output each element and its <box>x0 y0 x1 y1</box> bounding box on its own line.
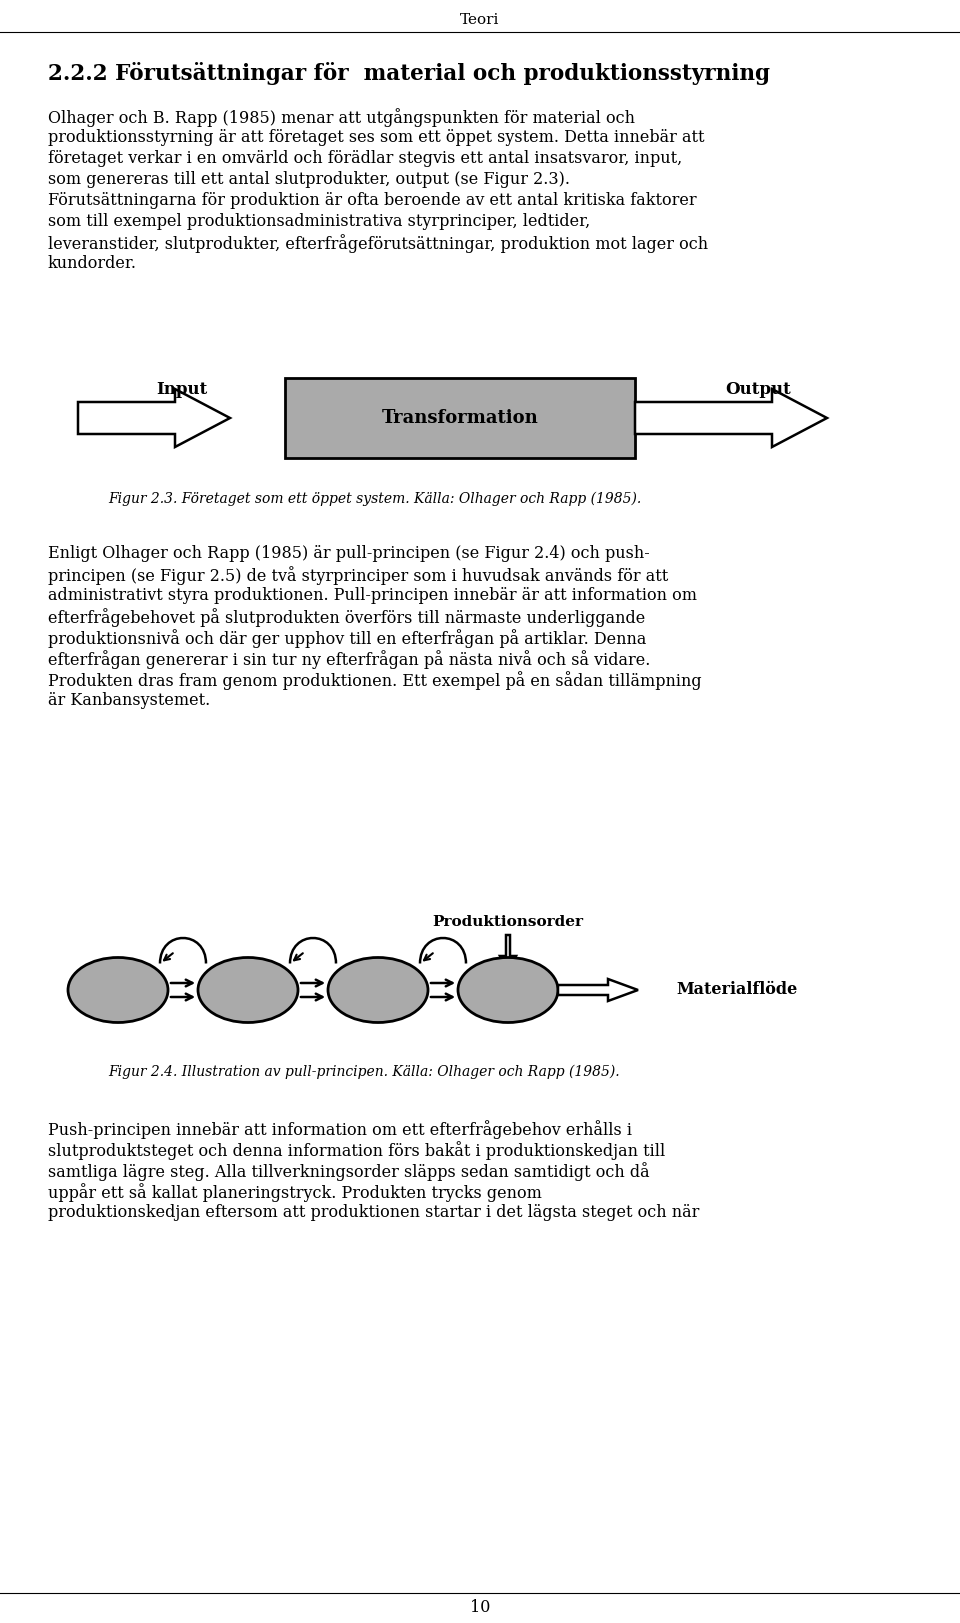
Text: produktionsnivå och där ger upphov till en efterfrågan på artiklar. Denna: produktionsnivå och där ger upphov till … <box>48 630 646 648</box>
Text: kundorder.: kundorder. <box>48 255 137 273</box>
Text: Push-principen innebär att information om ett efterfrågebehov erhålls i: Push-principen innebär att information o… <box>48 1120 632 1139</box>
Bar <box>285 378 635 458</box>
Text: Produktionsorder: Produktionsorder <box>433 915 584 928</box>
Ellipse shape <box>68 958 168 1022</box>
Text: som till exempel produktionsadministrativa styrprinciper, ledtider,: som till exempel produktionsadministrati… <box>48 213 590 230</box>
Text: som genereras till ett antal slutprodukter, output (se Figur 2.3).: som genereras till ett antal slutprodukt… <box>48 170 570 188</box>
Text: Förutsättningarna för produktion är ofta beroende av ett antal kritiska faktorer: Förutsättningarna för produktion är ofta… <box>48 192 697 209</box>
Text: produktionskedjan eftersom att produktionen startar i det lägsta steget och när: produktionskedjan eftersom att produktio… <box>48 1204 700 1220</box>
Text: Figur 2.3. Företaget som ett öppet system. Källa: Olhager och Rapp (1985).: Figur 2.3. Företaget som ett öppet syste… <box>108 492 641 506</box>
Ellipse shape <box>198 958 298 1022</box>
FancyArrow shape <box>78 390 230 446</box>
Text: Olhager och B. Rapp (1985) menar att utgångspunkten för material och: Olhager och B. Rapp (1985) menar att utg… <box>48 109 635 127</box>
Ellipse shape <box>458 958 558 1022</box>
Text: Transformation: Transformation <box>382 409 539 427</box>
Text: administrativt styra produktionen. Pull-principen innebär är att information om: administrativt styra produktionen. Pull-… <box>48 588 697 604</box>
Text: 2.2.2 Förutsättningar för  material och produktionsstyrning: 2.2.2 Förutsättningar för material och p… <box>48 62 770 84</box>
Text: principen (se Figur 2.5) de två styrprinciper som i huvudsak används för att: principen (se Figur 2.5) de två styrprin… <box>48 566 668 584</box>
Text: efterfrågebehovet på slutprodukten överförs till närmaste underliggande: efterfrågebehovet på slutprodukten överf… <box>48 609 645 626</box>
Text: produktionsstyrning är att företaget ses som ett öppet system. Detta innebär att: produktionsstyrning är att företaget ses… <box>48 128 705 146</box>
Text: företaget verkar i en omvärld och förädlar stegvis ett antal insatsvaror, input,: företaget verkar i en omvärld och förädl… <box>48 149 683 167</box>
Text: Produkten dras fram genom produktionen. Ett exempel på en sådan tillämpning: Produkten dras fram genom produktionen. … <box>48 670 702 690</box>
FancyArrow shape <box>558 979 638 1001</box>
Text: är Kanbansystemet.: är Kanbansystemet. <box>48 691 210 709</box>
Text: Output: Output <box>726 381 791 399</box>
Text: Teori: Teori <box>460 13 500 28</box>
Text: Figur 2.4. Illustration av pull-principen. Källa: Olhager och Rapp (1985).: Figur 2.4. Illustration av pull-principe… <box>108 1065 619 1079</box>
Text: Enligt Olhager och Rapp (1985) är pull-principen (se Figur 2.4) och push-: Enligt Olhager och Rapp (1985) är pull-p… <box>48 545 650 562</box>
Text: leveranstider, slutprodukter, efterfrågeförutsättningar, produktion mot lager oc: leveranstider, slutprodukter, efterfråge… <box>48 234 708 253</box>
Text: efterfrågan genererar i sin tur ny efterfrågan på nästa nivå och så vidare.: efterfrågan genererar i sin tur ny efter… <box>48 649 650 669</box>
Ellipse shape <box>328 958 428 1022</box>
Text: uppår ett så kallat planeringstryck. Produkten trycks genom: uppår ett så kallat planeringstryck. Pro… <box>48 1183 541 1203</box>
Text: Materialflöde: Materialflöde <box>676 982 797 998</box>
FancyArrow shape <box>500 935 516 971</box>
Text: samtliga lägre steg. Alla tillverkningsorder släpps sedan samtidigt och då: samtliga lägre steg. Alla tillverkningso… <box>48 1162 650 1182</box>
Text: Input: Input <box>156 381 207 399</box>
Text: slutproduktsteget och denna information förs bakåt i produktionskedjan till: slutproduktsteget och denna information … <box>48 1141 665 1160</box>
Text: 10: 10 <box>469 1600 491 1617</box>
FancyArrow shape <box>635 390 827 446</box>
